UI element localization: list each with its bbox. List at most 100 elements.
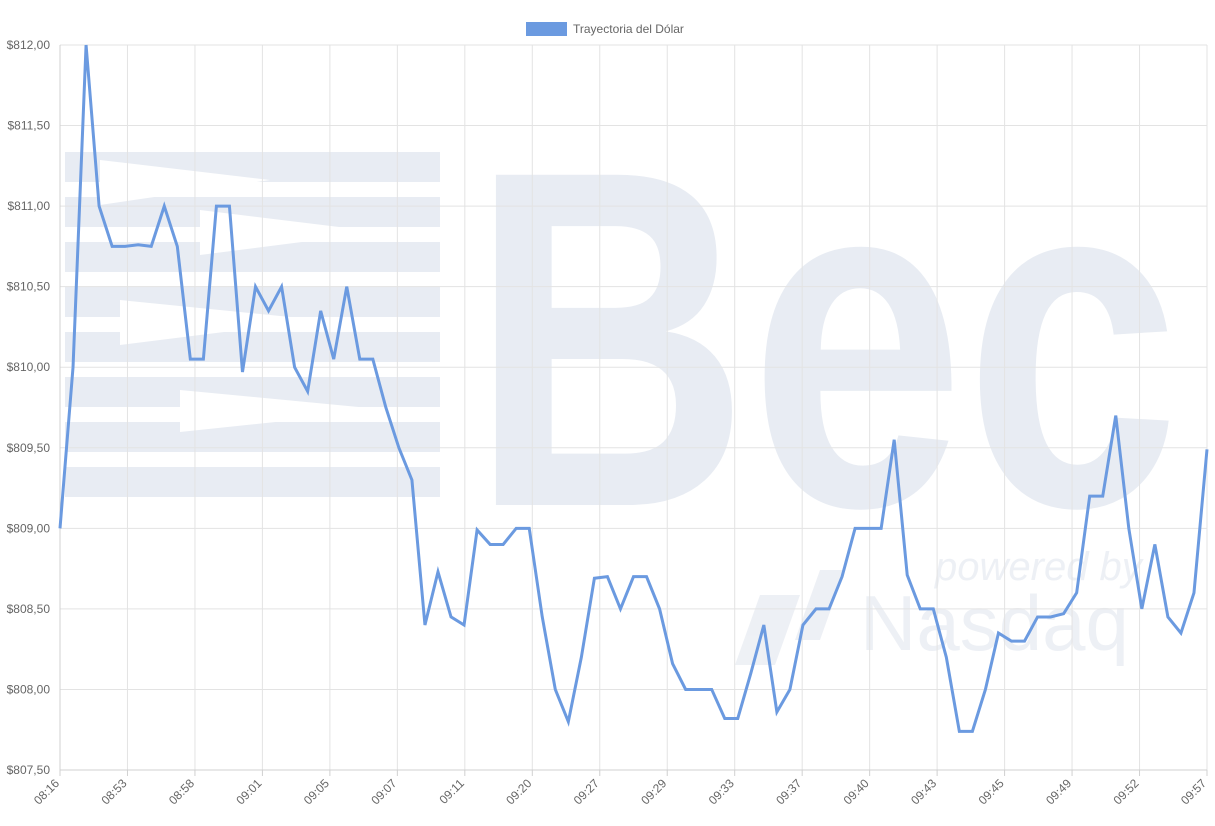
data-point[interactable] xyxy=(1152,541,1158,547)
data-point[interactable] xyxy=(982,686,988,692)
data-point[interactable] xyxy=(657,606,663,612)
data-point[interactable] xyxy=(839,574,845,580)
data-point[interactable] xyxy=(591,575,597,581)
data-point[interactable] xyxy=(396,445,402,451)
data-point[interactable] xyxy=(1061,611,1067,617)
data-point[interactable] xyxy=(1074,590,1080,596)
data-point[interactable] xyxy=(174,243,180,249)
data-point[interactable] xyxy=(604,574,610,580)
data-point[interactable] xyxy=(279,284,285,290)
data-point[interactable] xyxy=(331,356,337,362)
data-point[interactable] xyxy=(344,284,350,290)
data-point[interactable] xyxy=(370,356,376,362)
data-point[interactable] xyxy=(409,477,415,483)
data-point[interactable] xyxy=(213,203,219,209)
data-point[interactable] xyxy=(526,525,532,531)
data-point[interactable] xyxy=(487,541,493,547)
data-point[interactable] xyxy=(135,242,141,248)
data-point[interactable] xyxy=(813,606,819,612)
data-point[interactable] xyxy=(1008,638,1014,644)
series-line[interactable] xyxy=(58,44,1209,733)
data-point[interactable] xyxy=(187,356,193,362)
data-point[interactable] xyxy=(1022,638,1028,644)
data-point[interactable] xyxy=(787,686,793,692)
data-point[interactable] xyxy=(1139,606,1145,612)
x-tick-label: 09:11 xyxy=(436,776,467,807)
data-point[interactable] xyxy=(83,42,89,48)
data-point[interactable] xyxy=(1204,446,1210,452)
y-tick-label: $809,50 xyxy=(7,441,51,455)
data-point[interactable] xyxy=(1048,614,1054,620)
data-point[interactable] xyxy=(422,622,428,628)
data-point[interactable] xyxy=(435,569,441,575)
data-point[interactable] xyxy=(904,572,910,578)
data-point[interactable] xyxy=(96,203,102,209)
data-point[interactable] xyxy=(969,728,975,734)
data-point[interactable] xyxy=(1126,525,1132,531)
data-point[interactable] xyxy=(474,527,480,533)
data-point[interactable] xyxy=(943,654,949,660)
data-point[interactable] xyxy=(696,686,702,692)
x-tick-label: 09:33 xyxy=(706,776,737,807)
data-point[interactable] xyxy=(161,203,167,209)
data-point[interactable] xyxy=(644,574,650,580)
data-point[interactable] xyxy=(109,243,115,249)
data-point[interactable] xyxy=(57,525,63,531)
data-point[interactable] xyxy=(709,686,715,692)
data-point[interactable] xyxy=(1100,493,1106,499)
data-point[interactable] xyxy=(292,364,298,370)
data-point[interactable] xyxy=(1035,614,1041,620)
y-tick-label: $812,00 xyxy=(7,38,51,52)
data-point[interactable] xyxy=(552,686,558,692)
data-point[interactable] xyxy=(122,243,128,249)
data-point[interactable] xyxy=(956,728,962,734)
data-point[interactable] xyxy=(200,356,206,362)
data-point[interactable] xyxy=(735,715,741,721)
data-point[interactable] xyxy=(995,630,1001,636)
data-point[interactable] xyxy=(318,308,324,314)
data-point[interactable] xyxy=(513,525,519,531)
data-point[interactable] xyxy=(683,686,689,692)
x-tick-label: 09:37 xyxy=(773,776,804,807)
x-tick-label: 09:49 xyxy=(1043,776,1074,807)
data-point[interactable] xyxy=(865,525,871,531)
data-point[interactable] xyxy=(891,437,897,443)
data-point[interactable] xyxy=(70,364,76,370)
data-point[interactable] xyxy=(826,606,832,612)
data-point[interactable] xyxy=(1178,630,1184,636)
data-point[interactable] xyxy=(670,661,676,667)
legend[interactable]: Trayectoria del Dólar xyxy=(526,22,684,36)
data-point[interactable] xyxy=(1165,614,1171,620)
data-point[interactable] xyxy=(617,606,623,612)
data-point[interactable] xyxy=(852,525,858,531)
data-point[interactable] xyxy=(565,719,571,725)
data-point[interactable] xyxy=(761,622,767,628)
data-point[interactable] xyxy=(539,614,545,620)
data-point[interactable] xyxy=(578,654,584,660)
data-point[interactable] xyxy=(500,541,506,547)
data-point[interactable] xyxy=(631,574,637,580)
data-point[interactable] xyxy=(253,284,259,290)
data-point[interactable] xyxy=(461,622,467,628)
data-point[interactable] xyxy=(226,203,232,209)
data-point[interactable] xyxy=(1191,590,1197,596)
data-point[interactable] xyxy=(878,525,884,531)
data-point[interactable] xyxy=(448,614,454,620)
data-point[interactable] xyxy=(1087,493,1093,499)
data-point[interactable] xyxy=(266,308,272,314)
data-point[interactable] xyxy=(774,709,780,715)
y-tick-label: $810,00 xyxy=(7,360,51,374)
data-point[interactable] xyxy=(917,606,923,612)
x-tick-label: 09:43 xyxy=(908,776,939,807)
data-point[interactable] xyxy=(800,622,806,628)
data-point[interactable] xyxy=(357,356,363,362)
x-tick-label: 08:16 xyxy=(31,776,62,807)
data-point[interactable] xyxy=(930,606,936,612)
data-point[interactable] xyxy=(239,369,245,375)
data-point[interactable] xyxy=(722,715,728,721)
data-point[interactable] xyxy=(148,243,154,249)
data-point[interactable] xyxy=(305,388,311,394)
data-point[interactable] xyxy=(383,405,389,411)
data-point[interactable] xyxy=(1113,413,1119,419)
data-point[interactable] xyxy=(748,670,754,676)
